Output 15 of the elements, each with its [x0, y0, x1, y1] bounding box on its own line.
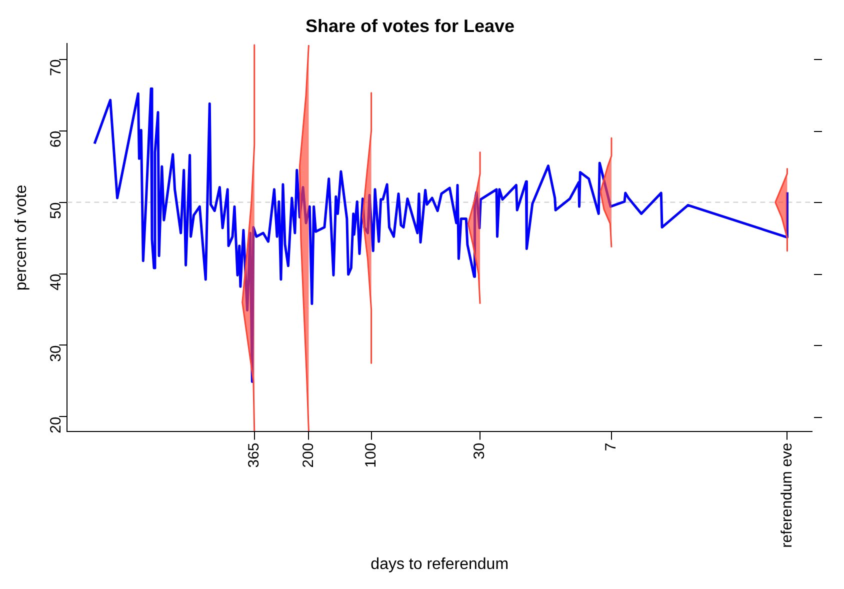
y-tick-label: 50: [47, 202, 64, 219]
x-axis-title: days to referendum: [370, 556, 509, 573]
x-tick-label: referendum eve: [778, 442, 796, 548]
x-tick-label: 7: [602, 442, 620, 452]
x-tick-label: 365: [246, 442, 263, 468]
x-tick-label: 100: [362, 442, 380, 468]
y-tick-label: 30: [47, 345, 64, 362]
chart-title: Share of votes for Leave: [305, 16, 515, 36]
x-tick-label: 30: [471, 442, 488, 460]
y-axis-title: percent of vote: [13, 184, 30, 291]
y-tick-label: 70: [47, 59, 64, 76]
x-tick-label: 200: [300, 442, 317, 468]
y-tick-label: 60: [47, 130, 64, 148]
y-tick-label: 20: [47, 416, 64, 434]
y-tick-label: 40: [47, 274, 64, 290]
